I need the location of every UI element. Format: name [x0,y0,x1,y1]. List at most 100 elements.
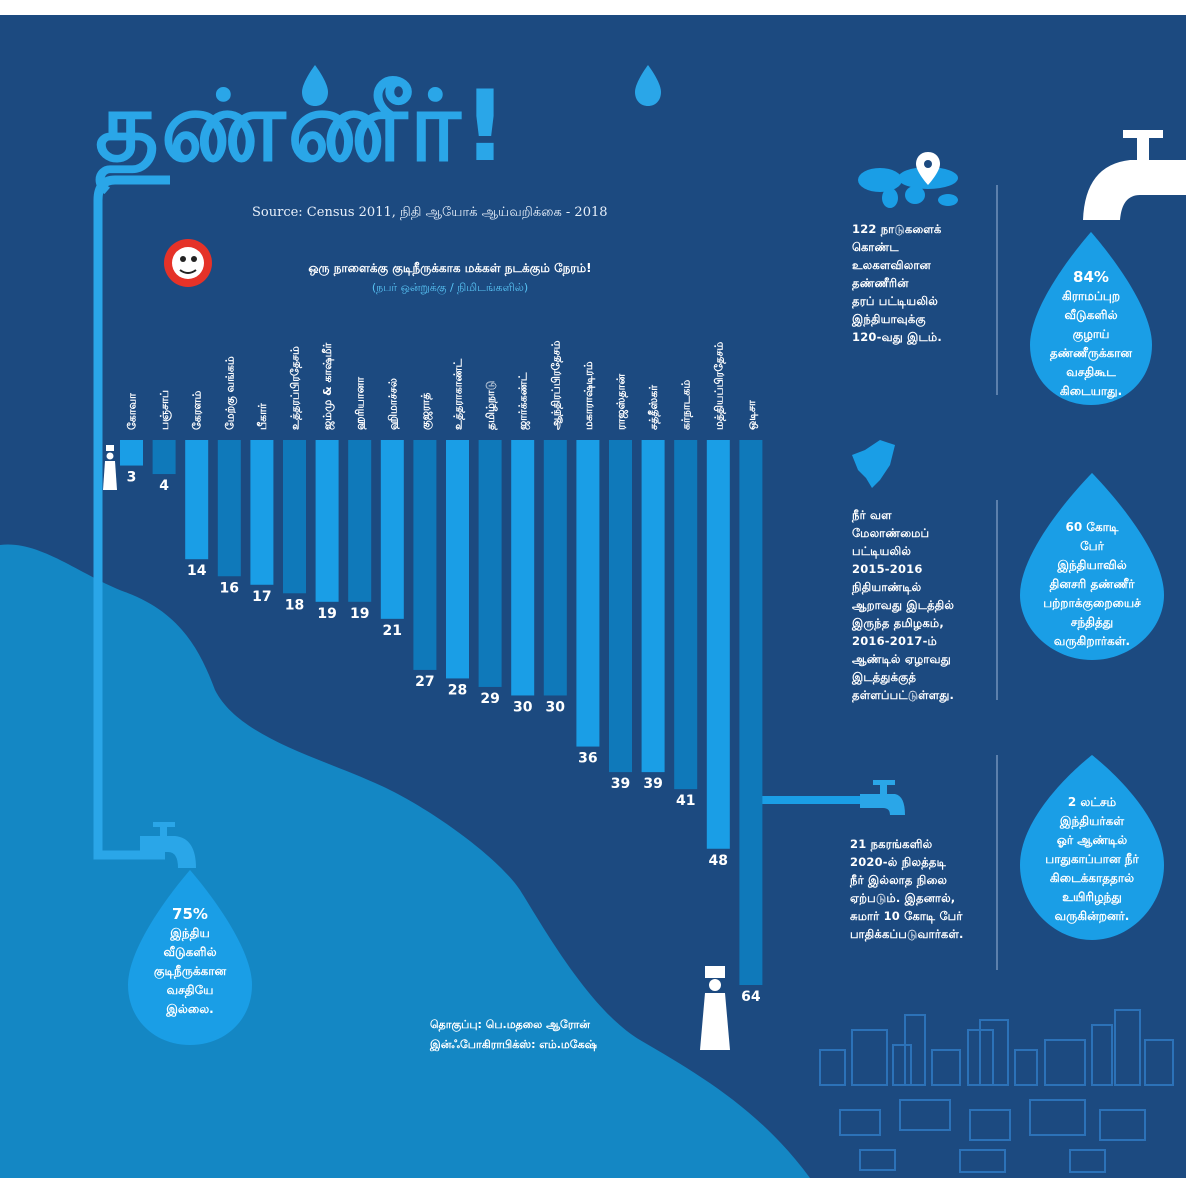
title-drop-2 [635,65,661,106]
category-label: ஒடிசா [745,400,758,430]
bar-16 [609,440,632,773]
category-label: மத்தியப்பிரதேசம் [712,342,726,430]
drop-line: குடிநீருக்கான [153,964,227,978]
fact-line: இருந்த தமிழகம், [852,616,944,630]
bar-1 [120,440,143,466]
drop-rural-tap [1030,232,1152,405]
bar-4 [217,440,241,577]
drop-line: இல்லை. [166,1002,214,1016]
bar-value-label: 27 [415,674,434,690]
category-label: உத்தராகாண்ட் [452,358,466,430]
category-label: பீகார் [256,403,269,430]
bar-value-label: 18 [285,597,304,613]
bar-value-label: 19 [350,606,369,622]
bar-value-label: 30 [546,699,566,715]
fact-line: மேலாண்மைப் [852,526,930,540]
bar-value-label: 64 [741,989,761,1005]
category-label: சத்தீஸ்கர் [647,385,661,430]
category-label: கேரளம் [191,391,204,430]
drop-line: கிராமப்புற [1062,289,1120,303]
category-label: ஜார்க்கண்ட் [517,372,531,430]
credit-compiler: தொகுப்பு: பெ.மதலை ஆரோன் [430,1018,590,1031]
bar-value-label: 39 [643,776,662,792]
fact-line: 21 நகரங்களில் [850,837,933,851]
bar-value-label: 4 [159,478,169,494]
bar-11 [446,440,469,679]
drop-households-text: 75% இந்திய வீடுகளில் குடிநீருக்கான வசதிய… [128,905,252,1019]
chart-unit-label: (நபர் ஒன்றுக்கு / நிமிடங்களில்) [371,281,529,294]
credits: தொகுப்பு: பெ.மதலை ஆரோன் இன்ஃபோகிராபிக்ஸ்… [430,1015,597,1055]
bar-9 [380,440,404,619]
fact-cities: 21 நகரங்களில் 2020-ல் நிலத்தடி நீர் இல்ல… [850,835,964,943]
drop-stat: 75% [172,905,208,923]
bar-value-label: 41 [676,793,695,809]
drop-line: 2 லட்சம் [1067,795,1117,809]
bar-value-label: 17 [252,589,271,605]
bar-7 [315,440,339,602]
category-label: ஜம்மு & காஷ்மீர் [321,343,335,430]
fact-line: 2015-2016 [852,562,923,576]
chart-title: ஒரு நாளைக்கு குடிநீருக்காக மக்கள் நடக்கு… [308,261,592,275]
bar-15 [576,440,600,747]
drop-line: 60 கோடி [1065,520,1119,534]
drop-shortage-text: 60 கோடி பேர் இந்தியாவில் தினசரி தண்ணீர் … [1020,518,1164,651]
fact-line: 120-வது இடம். [852,330,942,344]
bar-value-label: 28 [448,682,467,698]
drop-line: உயிரிழந்து [1062,890,1122,904]
drop-line: தினசரி தண்ணீர் [1049,577,1135,591]
drop-deaths-text: 2 லட்சம் இந்தியர்கள் ஓர் ஆண்டில் பாதுகாப… [1020,793,1164,926]
credit-graphics: இன்ஃபோகிராபிக்ஸ்: எம்.மகேஷ் [430,1038,597,1051]
fact-line: பாதிக்கப்படுவார்கள். [850,927,964,941]
category-label: பஞ்சாப் [158,390,172,430]
fact-line: நிதியாண்டில் [852,580,922,594]
tamilnadu-map-icon [852,440,895,488]
category-label: கர்நாடகம் [680,380,694,430]
bar-value-label: 14 [187,563,207,579]
drop-line: இந்திய [170,926,210,940]
world-map-icon [858,152,958,208]
fact-line: இந்தியாவுக்கு [852,312,926,326]
category-label: உத்தரப்பிரதேசம் [289,346,303,430]
fact-line: தரப் பட்டியலில் [852,294,938,308]
category-label: ஹரியானா [354,377,367,430]
bar-value-label: 39 [611,776,630,792]
drop-stat: 84% [1073,268,1109,286]
publisher-logo [164,239,212,287]
drop-line: கிடைக்காததால் [1049,871,1135,885]
category-label: ஹிமாச்சல் [386,378,399,430]
drop-line: கிடையாது. [1059,384,1123,398]
fact-line: தண்ணீரின் [852,276,909,290]
drop-line: இந்தியர்கள் [1059,814,1125,828]
drop-line: வசதிகூட [1066,365,1116,379]
fact-line: நீர் வள [852,508,892,522]
bar-value-label: 36 [578,751,597,767]
drop-line: பேர் [1080,539,1104,553]
bar-2 [152,440,176,475]
fact-line: 2016-2017-ம் [852,634,938,648]
fact-line: நீர் இல்லாத நிலை [850,873,948,887]
drop-line: இந்தியாவில் [1057,558,1127,572]
drop-line: ஓர் ஆண்டில் [1056,833,1128,847]
faucet-icon-bottom [140,822,196,868]
drop-line: வசதியே [166,983,214,997]
woman-figure-small [103,445,117,490]
faucet-icon-middle [860,780,905,815]
bar-3 [185,440,209,560]
bar-value-label: 16 [220,580,239,596]
bar-13 [511,440,535,696]
bar-17 [641,440,665,773]
bar-10 [413,440,437,670]
fact-line: தள்ளப்பட்டுள்ளது. [852,688,955,702]
drop-households [128,870,252,1045]
category-label: மகாராஷ்டிரம் [582,361,595,430]
bar-value-label: 48 [709,853,728,869]
bar-value-label: 21 [383,623,402,639]
fact-line: ஏற்படும். இதனால், [850,891,956,905]
bar-12 [478,440,502,687]
drop-line: பாதுகாப்பான நீர் [1045,852,1139,866]
category-label: ஆந்திரப்பிரதேசம் [549,340,563,430]
bar-5 [250,440,274,585]
fact-line: உலகளவிலான [852,258,931,272]
fact-line: 2020-ல் நிலத்தடி [850,855,946,869]
